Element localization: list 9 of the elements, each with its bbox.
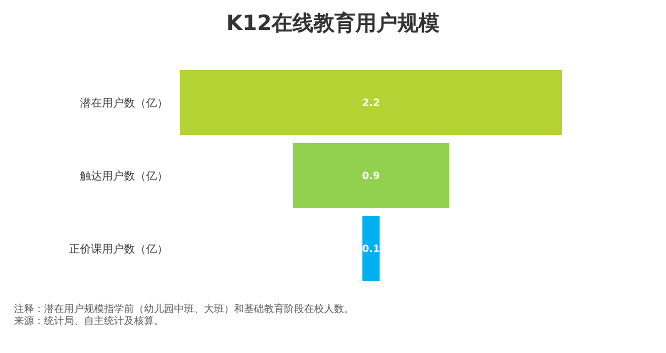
category-label: 正价课用户数（亿）: [69, 242, 168, 256]
category-label: 触达用户数（亿）: [80, 169, 168, 182]
text: 注释：潜在用户规模指学前（幼儿园中班、大班）和基础教育阶段在校人数。: [14, 303, 354, 315]
data-label: 0.9: [362, 171, 380, 182]
text: K12在线教育用户规模: [226, 11, 440, 35]
data-label: 2.2: [362, 98, 380, 109]
category-label: 潜在用户数（亿）: [80, 96, 168, 110]
source-note: 来源：统计局、自主统计及核算。: [14, 315, 164, 327]
data-label: 0.1: [362, 244, 380, 255]
